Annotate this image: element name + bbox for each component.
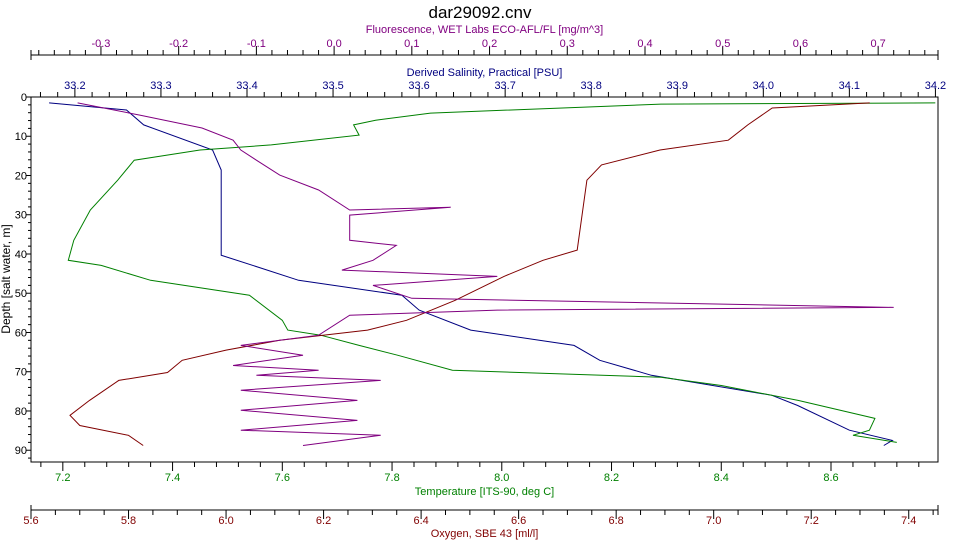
fluorescence-tick-label: 0.6 [793, 38, 808, 50]
oxygen-tick-label: 5.8 [121, 515, 136, 527]
fluorescence-tick-label: 0.2 [482, 38, 497, 50]
chart-title: dar29092.cnv [428, 3, 532, 22]
y-tick-label: 40 [15, 249, 27, 261]
temperature-tick-label: 7.6 [275, 472, 290, 484]
salinity-tick-label: 33.6 [408, 80, 429, 92]
oxygen-tick-label: 6.0 [218, 515, 233, 527]
salinity-tick-label: 33.3 [150, 80, 171, 92]
y-tick-label: 60 [15, 327, 27, 339]
salinity-tick-label: 34.1 [839, 80, 860, 92]
temperature-axis-title: Temperature [ITS-90, deg C] [415, 486, 554, 498]
temperature-tick-label: 7.2 [55, 472, 70, 484]
oxygen-axis-title: Oxygen, SBE 43 [ml/l] [431, 528, 539, 540]
y-tick-label: 0 [21, 92, 27, 104]
salinity-tick-label: 33.4 [236, 80, 257, 92]
oxygen-tick-label: 6.6 [511, 515, 526, 527]
temperature-tick-label: 8.6 [823, 472, 838, 484]
oxygen-tick-label: 7.2 [804, 515, 819, 527]
salinity-tick-label: 33.2 [64, 80, 85, 92]
fluorescence-tick-label: 0.1 [404, 38, 419, 50]
y-tick-label: 30 [15, 210, 27, 222]
y-tick-label: 10 [15, 131, 27, 143]
salinity-tick-label: 34.2 [925, 80, 946, 92]
oxygen-tick-label: 7.0 [706, 515, 721, 527]
plot-area [30, 96, 939, 463]
oxygen-tick-label: 6.4 [413, 515, 428, 527]
series-layer [49, 102, 936, 446]
temperature-line [67, 102, 936, 443]
oxygen-tick-label: 6.8 [609, 515, 624, 527]
fluorescence-tick-label: -0.1 [247, 38, 266, 50]
y-tick-label: 20 [15, 170, 27, 182]
salinity-tick-label: 33.7 [494, 80, 515, 92]
fluorescence-tick-label: 0.3 [560, 38, 575, 50]
salinity-axis-title: Derived Salinity, Practical [PSU] [407, 67, 563, 79]
temperature-tick-label: 7.4 [165, 472, 180, 484]
oxygen-line [69, 102, 870, 446]
fluorescence-tick-label: 0.7 [871, 38, 886, 50]
temperature-tick-label: 8.0 [494, 472, 509, 484]
fluorescence-tick-label: -0.2 [169, 38, 188, 50]
temperature-tick-label: 7.8 [384, 472, 399, 484]
salinity-tick-label: 34.0 [753, 80, 774, 92]
oxygen-tick-label: 6.2 [316, 515, 331, 527]
fluorescence-tick-label: 0.0 [326, 38, 341, 50]
y-axis-label: Depth [salt water, m] [0, 224, 13, 333]
fluorescence-tick-label: 0.4 [637, 38, 652, 50]
oxygen-tick-label: 7.4 [901, 515, 916, 527]
temperature-tick-label: 8.4 [714, 472, 729, 484]
y-tick-label: 90 [15, 445, 27, 457]
y-tick-label: 70 [15, 367, 27, 379]
fluorescence-axis-title: Fluorescence, WET Labs ECO-AFL/FL [mg/m^… [366, 24, 603, 36]
fluorescence-tick-label: 0.5 [715, 38, 730, 50]
salinity-tick-label: 33.8 [580, 80, 601, 92]
axes-layer: 0 10 20 30 40 50 60 70 80 90 -0.3 -0.2 -0.1 0.0 0.1 0.2… [15, 24, 946, 540]
y-tick-label: 50 [15, 288, 27, 300]
oxygen-tick-label: 5.6 [23, 515, 38, 527]
temperature-tick-label: 8.2 [604, 472, 619, 484]
derived-salinity-line [49, 102, 894, 446]
salinity-tick-label: 33.5 [322, 80, 343, 92]
y-tick-label: 80 [15, 406, 27, 418]
salinity-tick-label: 33.9 [667, 80, 688, 92]
fluorescence-line [77, 102, 894, 446]
fluorescence-tick-label: -0.3 [91, 38, 110, 50]
